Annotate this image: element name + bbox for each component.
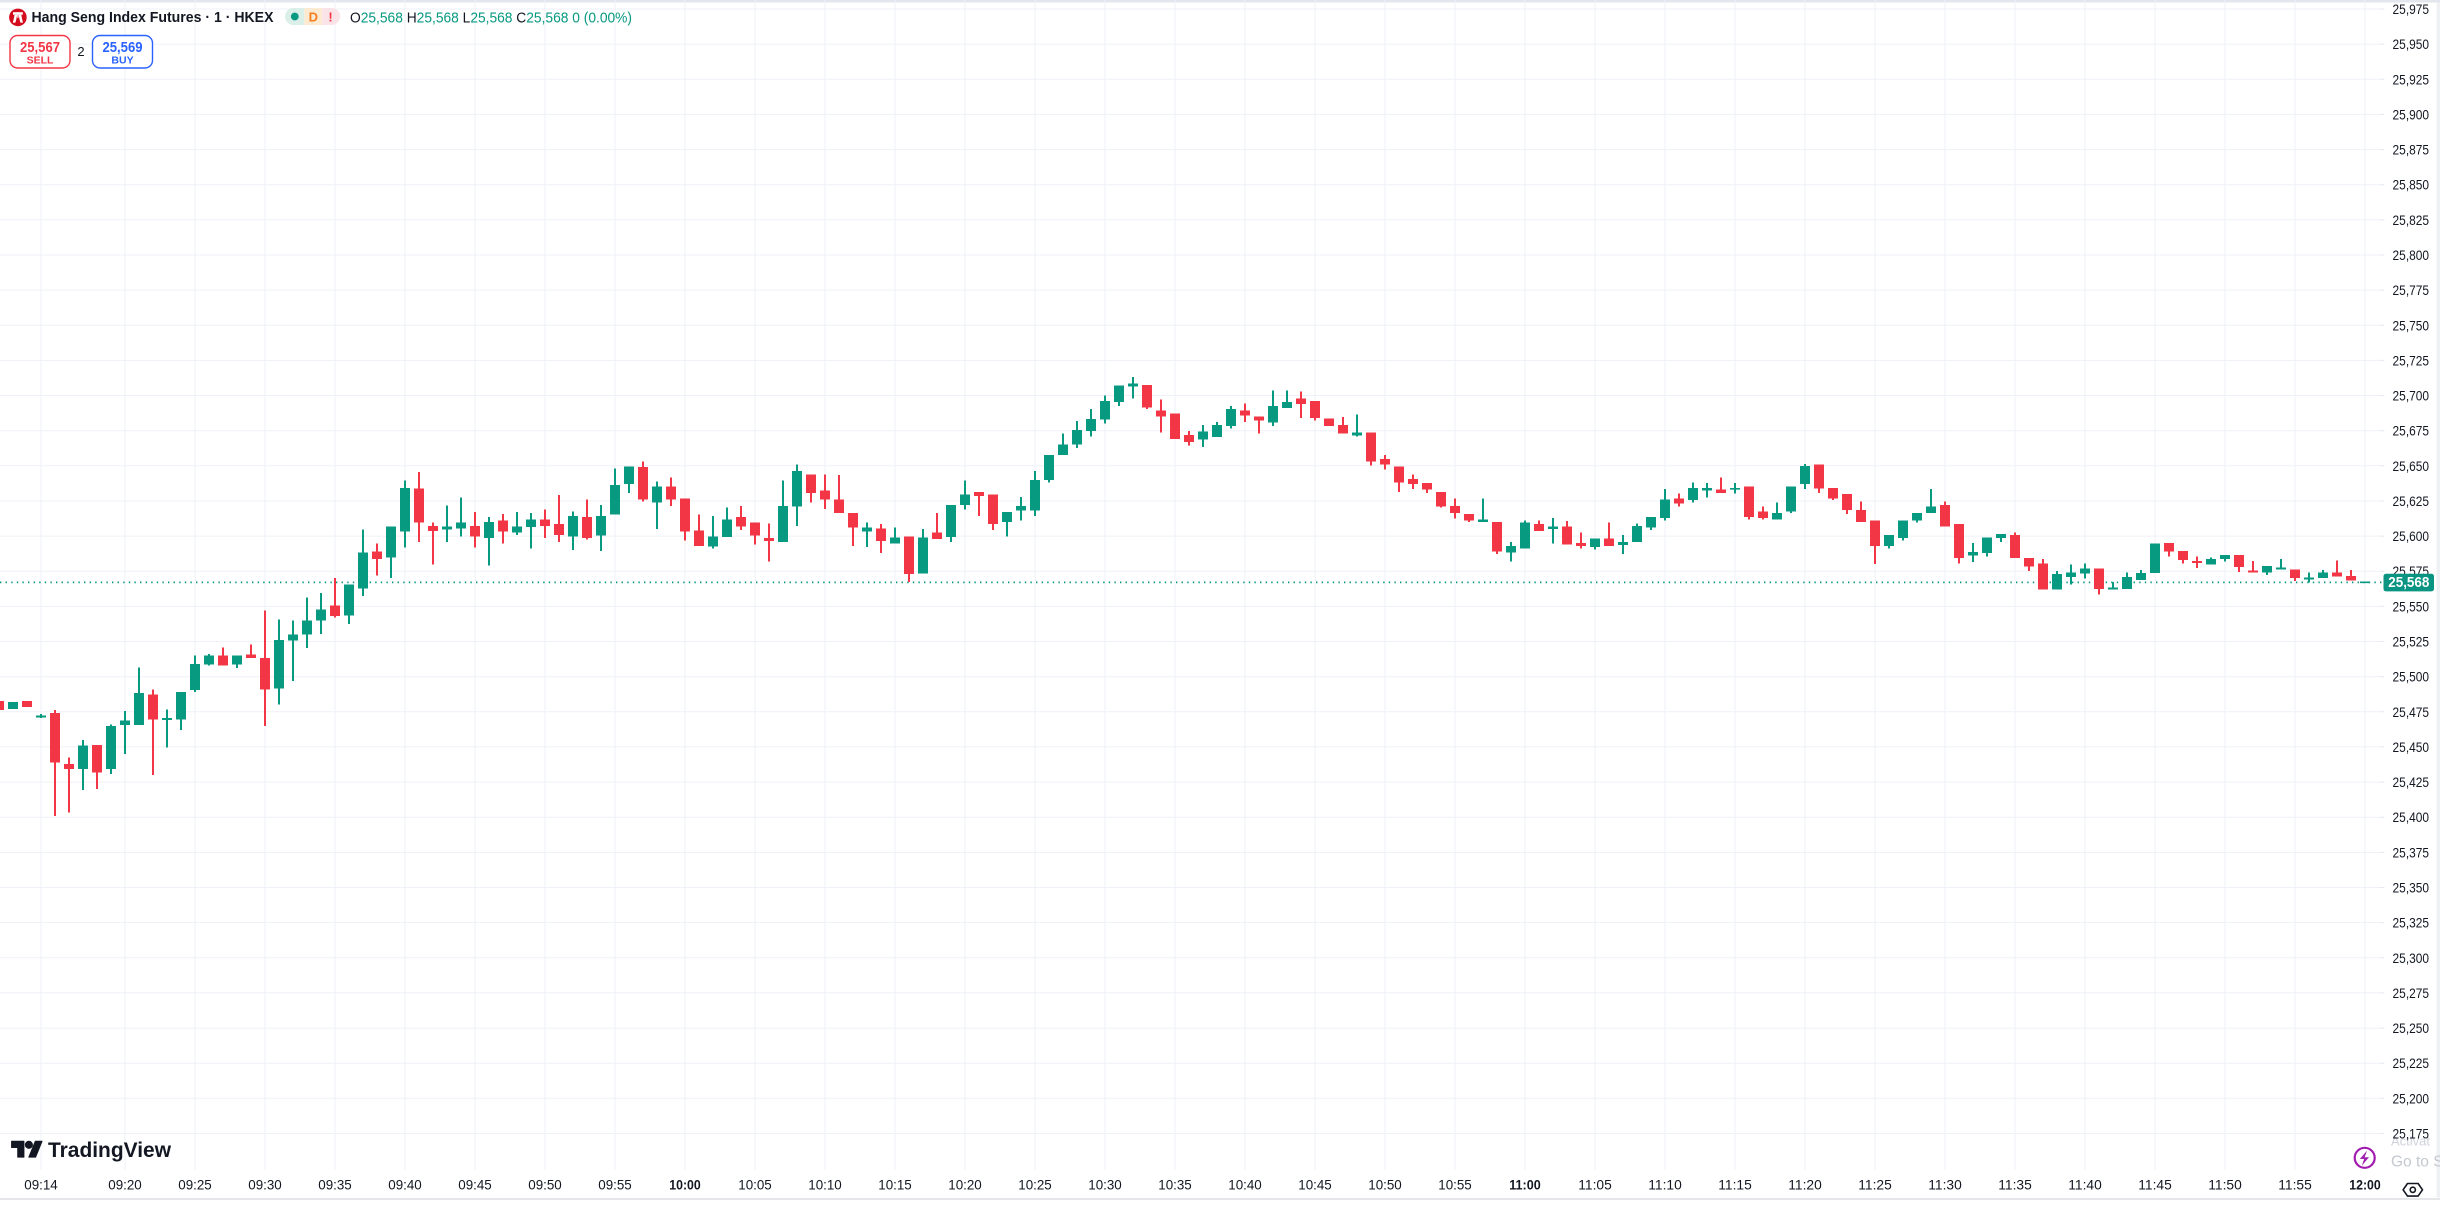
svg-text:25,567: 25,567 <box>20 40 60 56</box>
svg-text:12:00: 12:00 <box>2349 1177 2381 1193</box>
svg-text:11:40: 11:40 <box>2068 1177 2102 1193</box>
svg-text:09:55: 09:55 <box>598 1177 632 1193</box>
svg-text:09:30: 09:30 <box>248 1177 282 1193</box>
svg-text:10:25: 10:25 <box>1018 1177 1052 1193</box>
svg-text:09:50: 09:50 <box>528 1177 562 1193</box>
svg-text:25,475: 25,475 <box>2393 704 2430 720</box>
svg-text:25,500: 25,500 <box>2393 669 2430 685</box>
svg-text:25,800: 25,800 <box>2393 247 2430 263</box>
svg-text:10:00: 10:00 <box>669 1177 701 1193</box>
svg-text:D: D <box>309 10 318 25</box>
svg-text:10:30: 10:30 <box>1088 1177 1122 1193</box>
svg-text:10:15: 10:15 <box>878 1177 912 1193</box>
svg-text:25,275: 25,275 <box>2393 985 2430 1001</box>
svg-text:!: ! <box>328 10 332 25</box>
svg-text:11:30: 11:30 <box>1928 1177 1962 1193</box>
svg-text:11:25: 11:25 <box>1858 1177 1892 1193</box>
svg-text:25,425: 25,425 <box>2393 774 2430 790</box>
svg-text:09:45: 09:45 <box>458 1177 492 1193</box>
svg-text:25,900: 25,900 <box>2393 106 2430 122</box>
svg-text:25,775: 25,775 <box>2393 282 2430 298</box>
svg-text:09:40: 09:40 <box>388 1177 422 1193</box>
svg-text:11:00: 11:00 <box>1509 1177 1541 1193</box>
svg-text:25,325: 25,325 <box>2393 915 2430 931</box>
svg-text:10:10: 10:10 <box>808 1177 842 1193</box>
svg-text:09:35: 09:35 <box>318 1177 352 1193</box>
svg-text:25,225: 25,225 <box>2393 1055 2430 1071</box>
svg-text:25,350: 25,350 <box>2393 880 2430 896</box>
svg-text:09:20: 09:20 <box>108 1177 142 1193</box>
svg-text:10:35: 10:35 <box>1158 1177 1192 1193</box>
svg-text:25,250: 25,250 <box>2393 1020 2430 1036</box>
svg-text:09:14: 09:14 <box>24 1177 58 1193</box>
svg-text:25,625: 25,625 <box>2393 493 2430 509</box>
svg-text:25,300: 25,300 <box>2393 950 2430 966</box>
svg-text:11:35: 11:35 <box>1998 1177 2032 1193</box>
svg-text:11:45: 11:45 <box>2138 1177 2172 1193</box>
svg-text:25,650: 25,650 <box>2393 458 2430 474</box>
svg-text:11:10: 11:10 <box>1648 1177 1682 1193</box>
svg-text:25,600: 25,600 <box>2393 528 2430 544</box>
svg-text:Go to Se: Go to Se <box>2391 1154 2440 1171</box>
svg-text:25,700: 25,700 <box>2393 388 2430 404</box>
svg-text:11:55: 11:55 <box>2278 1177 2312 1193</box>
svg-text:11:05: 11:05 <box>1578 1177 1612 1193</box>
svg-text:O25,568 H25,568 L25,568 C25,56: O25,568 H25,568 L25,568 C25,568 0 (0.00%… <box>350 9 632 26</box>
svg-text:25,750: 25,750 <box>2393 317 2430 333</box>
svg-text:BUY: BUY <box>111 55 133 67</box>
svg-text:10:20: 10:20 <box>948 1177 982 1193</box>
svg-text:25,725: 25,725 <box>2393 352 2430 368</box>
svg-text:10:05: 10:05 <box>738 1177 772 1193</box>
svg-text:10:40: 10:40 <box>1228 1177 1262 1193</box>
svg-text:10:45: 10:45 <box>1298 1177 1332 1193</box>
svg-text:25,825: 25,825 <box>2393 212 2430 228</box>
svg-text:25,400: 25,400 <box>2393 809 2430 825</box>
svg-text:SELL: SELL <box>27 55 54 67</box>
svg-text:25,568: 25,568 <box>2388 575 2429 591</box>
svg-text:25,675: 25,675 <box>2393 423 2430 439</box>
svg-text:TradingView: TradingView <box>48 1138 171 1162</box>
svg-text:25,175: 25,175 <box>2393 1126 2430 1142</box>
svg-text:10:55: 10:55 <box>1438 1177 1472 1193</box>
svg-text:25,569: 25,569 <box>103 40 143 56</box>
svg-text:25,450: 25,450 <box>2393 739 2430 755</box>
svg-text:11:50: 11:50 <box>2208 1177 2242 1193</box>
svg-text:11:15: 11:15 <box>1718 1177 1752 1193</box>
svg-text:25,950: 25,950 <box>2393 36 2430 52</box>
svg-text:25,925: 25,925 <box>2393 71 2430 87</box>
svg-text:25,200: 25,200 <box>2393 1090 2430 1106</box>
svg-text:25,375: 25,375 <box>2393 844 2430 860</box>
svg-text:25,525: 25,525 <box>2393 634 2430 650</box>
svg-text:09:25: 09:25 <box>178 1177 212 1193</box>
svg-text:10:50: 10:50 <box>1368 1177 1402 1193</box>
svg-text:25,550: 25,550 <box>2393 598 2430 614</box>
svg-text:25,850: 25,850 <box>2393 177 2430 193</box>
svg-text:25,875: 25,875 <box>2393 142 2430 158</box>
svg-text:2: 2 <box>77 44 84 59</box>
svg-text:11:20: 11:20 <box>1788 1177 1822 1193</box>
svg-text:Hang Seng Index Futures · 1 ·: Hang Seng Index Futures · 1 · HKEX <box>32 9 274 26</box>
svg-text:25,975: 25,975 <box>2393 1 2430 17</box>
